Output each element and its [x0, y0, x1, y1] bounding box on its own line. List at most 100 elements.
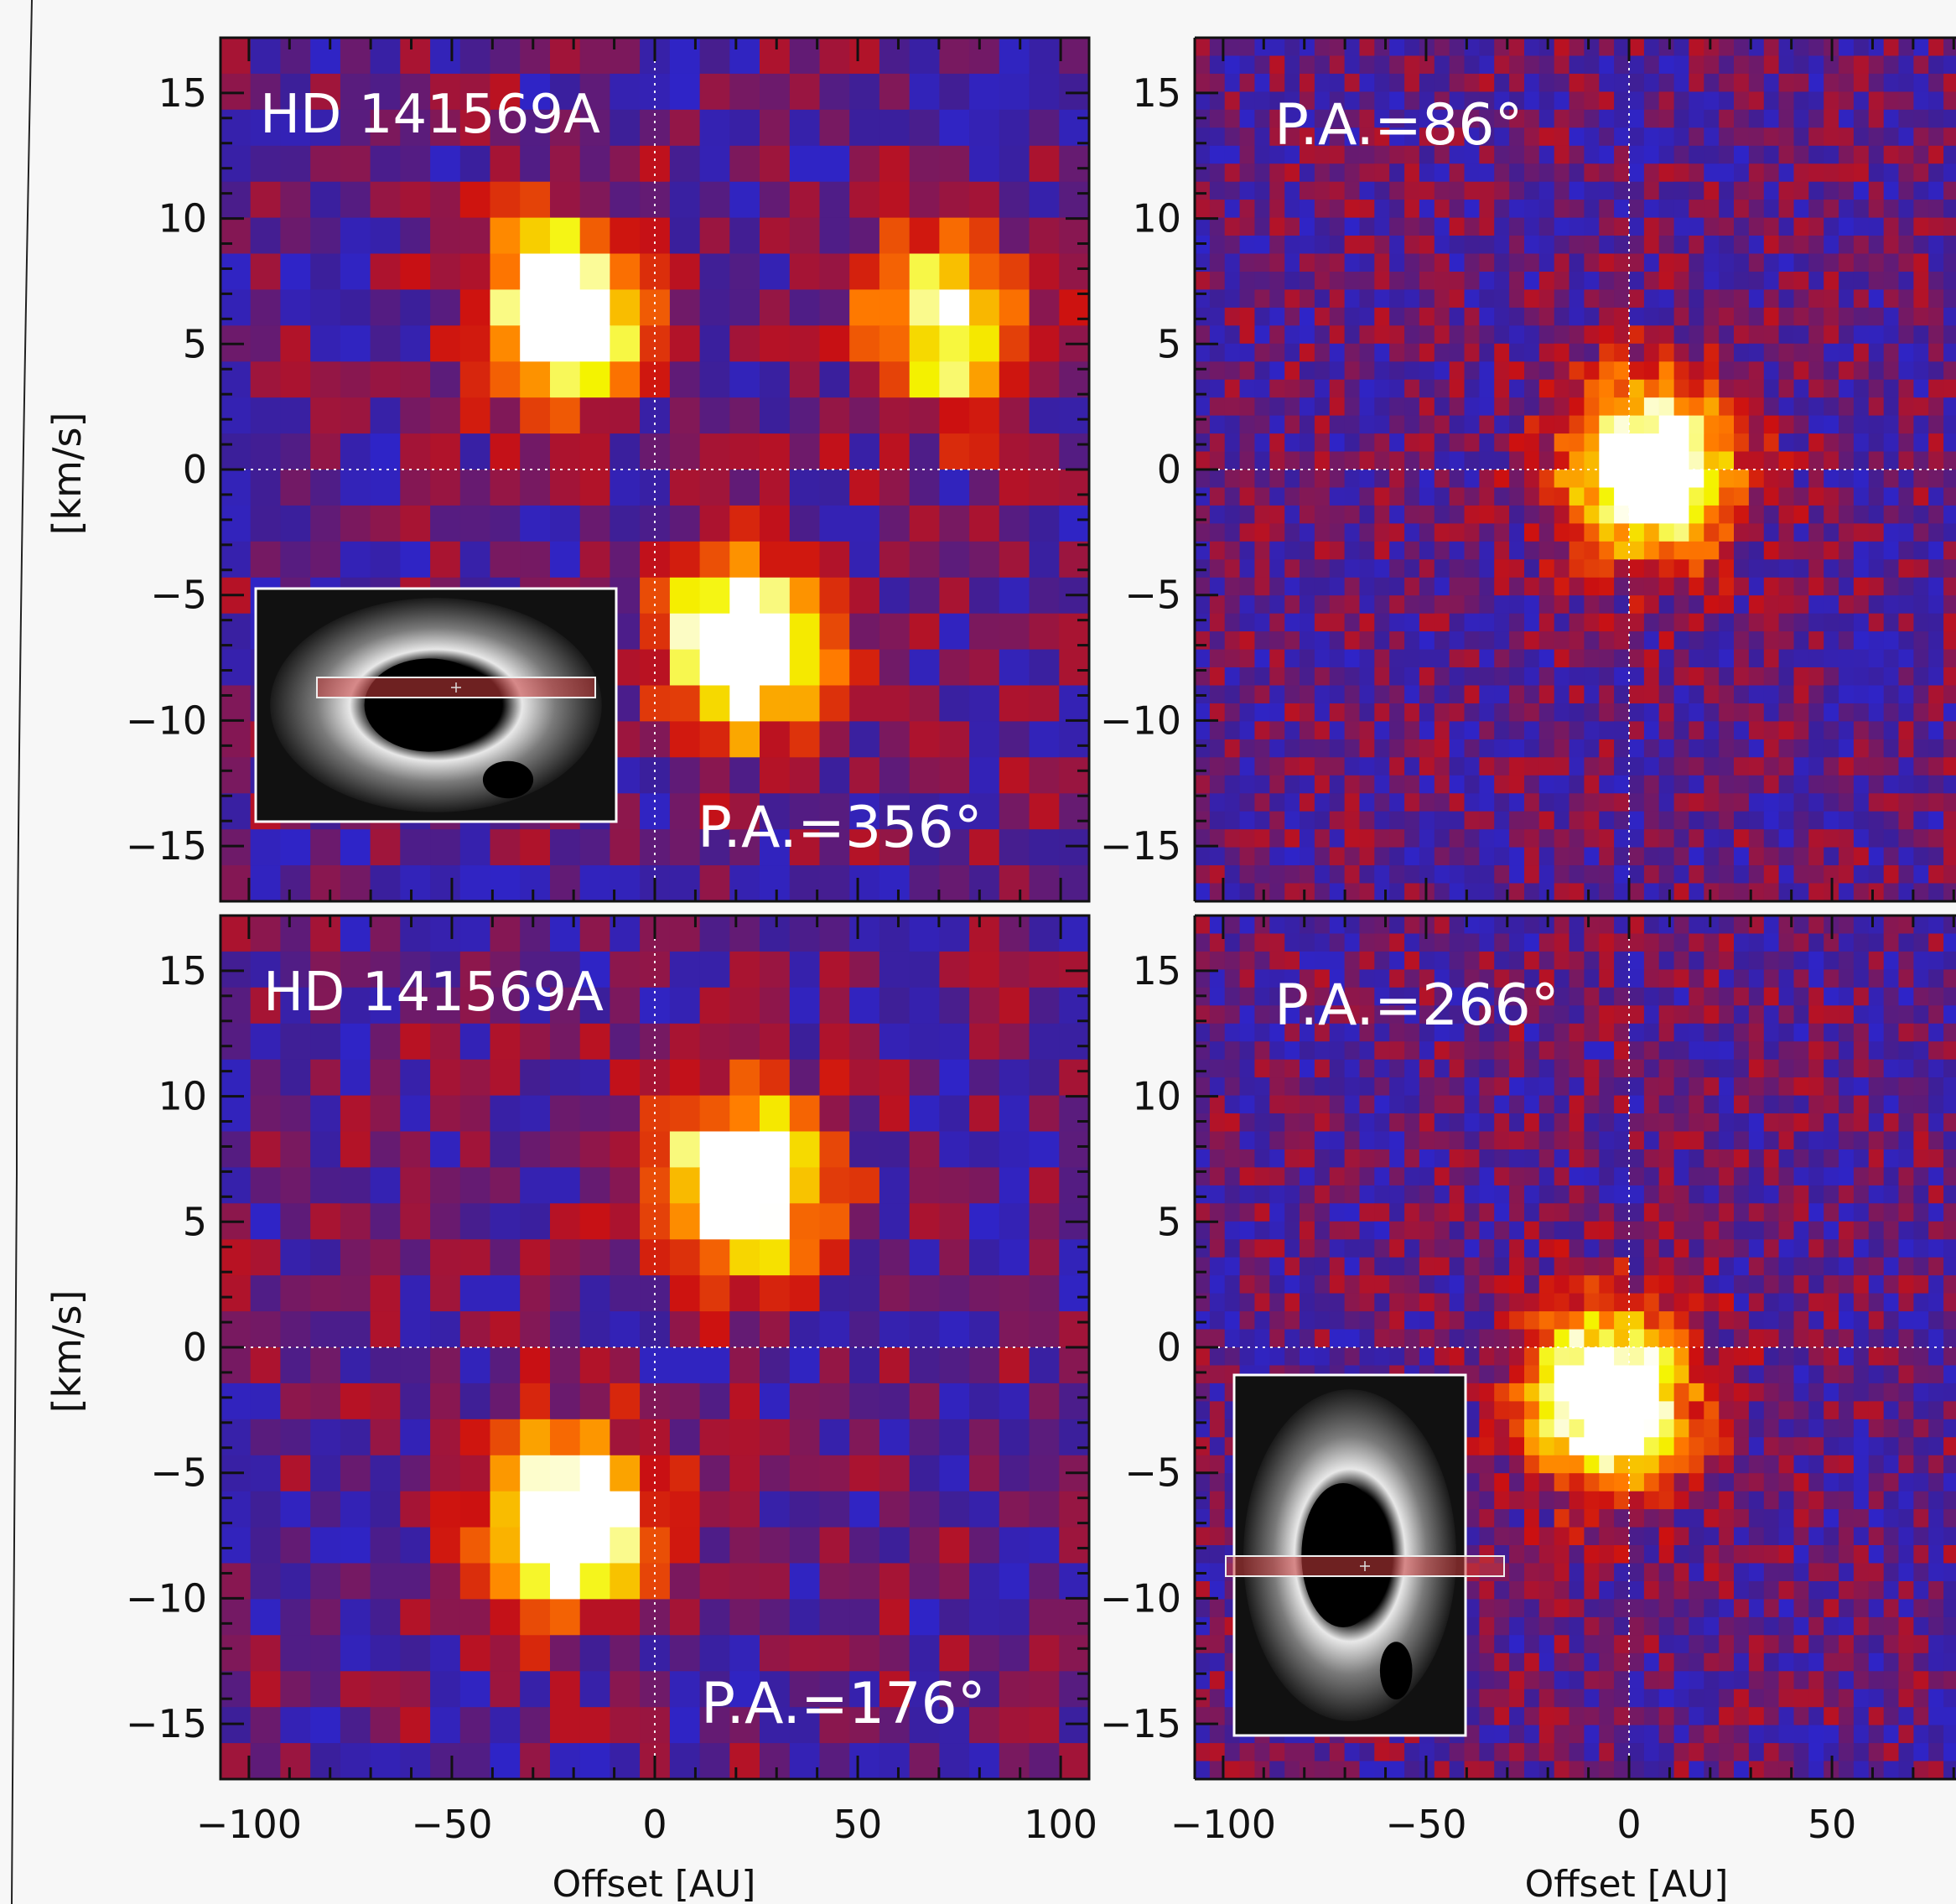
heatmap-cell	[1254, 55, 1270, 75]
heatmap-cell	[1913, 847, 1929, 866]
heatmap-cell	[1300, 667, 1315, 687]
heatmap-cell	[1314, 829, 1331, 848]
heatmap-cell	[1059, 1599, 1089, 1636]
heatmap-cell	[1224, 667, 1241, 687]
heatmap-cell	[1524, 361, 1540, 381]
heatmap-cell	[1704, 433, 1720, 453]
heatmap-cell	[1209, 38, 1226, 57]
heatmap-cell	[939, 916, 970, 952]
heatmap-cell	[1824, 470, 1839, 489]
heatmap-cell	[1538, 523, 1555, 542]
heatmap-cell	[1658, 289, 1675, 309]
heatmap-cell	[520, 433, 551, 470]
heatmap-cell	[1658, 703, 1675, 723]
heatmap-cell	[1464, 145, 1480, 164]
heatmap-cell	[579, 1311, 610, 1348]
heatmap-cell	[250, 865, 281, 901]
heatmap-cell	[1629, 933, 1645, 952]
heatmap-cell	[1883, 577, 1900, 596]
heatmap-cell	[340, 829, 371, 866]
heatmap-cell	[1913, 1023, 1929, 1042]
heatmap-cell	[1538, 361, 1555, 381]
heatmap-cell	[430, 145, 461, 183]
heatmap-cell	[1494, 379, 1510, 398]
heatmap-cell	[1284, 289, 1300, 309]
heatmap-cell	[1868, 343, 1885, 362]
heatmap-cell	[1224, 757, 1241, 776]
heatmap-cell	[550, 1635, 581, 1672]
heatmap-cell	[1793, 415, 1809, 434]
heatmap-cell	[1224, 811, 1241, 830]
heatmap-cell	[909, 1167, 940, 1204]
heatmap-cell	[1928, 415, 1944, 434]
heatmap-cell	[1284, 91, 1300, 111]
heatmap-cell	[789, 289, 821, 326]
heatmap-cell	[669, 613, 701, 651]
heatmap-cell	[1839, 470, 1855, 489]
heatmap-cell	[999, 916, 1030, 952]
heatmap-cell	[579, 73, 610, 111]
heatmap-cell	[669, 1563, 701, 1600]
heatmap-cell	[819, 829, 850, 866]
heatmap-cell	[1239, 109, 1256, 128]
heatmap-cell	[1419, 361, 1435, 381]
heatmap-cell	[969, 721, 1000, 758]
heatmap-cell	[520, 1743, 551, 1779]
heatmap-cell	[1853, 883, 1870, 901]
heatmap-cell	[819, 541, 850, 578]
heatmap-cell	[1734, 415, 1750, 434]
heatmap-cell	[819, 433, 850, 470]
heatmap-cell	[1269, 343, 1285, 362]
heatmap-cell	[1898, 613, 1914, 632]
heatmap-cell	[999, 505, 1030, 542]
heatmap-cell	[1344, 739, 1361, 758]
heatmap-cell	[310, 73, 341, 111]
heatmap-cell	[1748, 1041, 1765, 1061]
inset-frame	[254, 587, 618, 823]
heatmap-cell	[1374, 775, 1390, 794]
heatmap-cell	[1314, 1023, 1331, 1042]
heatmap-cell	[999, 1131, 1030, 1168]
heatmap-cell	[1614, 272, 1630, 291]
heatmap-cell	[1284, 470, 1300, 489]
heatmap-cell	[1643, 559, 1660, 578]
heatmap-cell	[1868, 775, 1885, 794]
heatmap-cell	[1329, 829, 1346, 848]
heatmap-cell	[1629, 757, 1645, 776]
heatmap-cell	[1404, 523, 1420, 542]
heatmap-cell	[1389, 685, 1405, 704]
heatmap-cell	[1853, 163, 1870, 183]
heatmap-cell	[1584, 236, 1600, 255]
heatmap-cell	[1329, 343, 1346, 362]
heatmap-cell	[1269, 109, 1285, 128]
heatmap-cell	[1778, 470, 1795, 489]
heatmap-cell	[879, 1743, 911, 1779]
heatmap-cell	[550, 361, 581, 398]
heatmap-cell	[340, 1599, 371, 1636]
heatmap-cell	[1673, 38, 1690, 57]
heatmap-cell	[999, 217, 1030, 255]
heatmap-cell	[699, 109, 730, 147]
heatmap-cell	[1029, 38, 1060, 75]
heatmap-cell	[1808, 470, 1824, 489]
heatmap-cell	[1224, 145, 1241, 164]
heatmap-cell	[1689, 577, 1704, 596]
heatmap-cell	[849, 289, 880, 326]
reference-lines-bottom-left	[221, 916, 1089, 1779]
heatmap-cell	[819, 253, 850, 290]
heatmap-cell	[1719, 379, 1735, 398]
heatmap-cell	[669, 1635, 701, 1672]
heatmap-cell	[459, 289, 491, 326]
heatmap-cell	[1629, 721, 1645, 740]
heatmap-cell	[1464, 721, 1480, 740]
heatmap-cell	[1554, 127, 1570, 147]
heatmap-cell	[1359, 55, 1375, 75]
heatmap-cell	[1763, 325, 1780, 345]
heatmap-cell	[520, 1239, 551, 1276]
heatmap-cell	[760, 73, 791, 111]
heatmap-cell	[1599, 145, 1615, 164]
heatmap-cell	[1868, 595, 1885, 615]
heatmap-cell	[1673, 667, 1690, 687]
